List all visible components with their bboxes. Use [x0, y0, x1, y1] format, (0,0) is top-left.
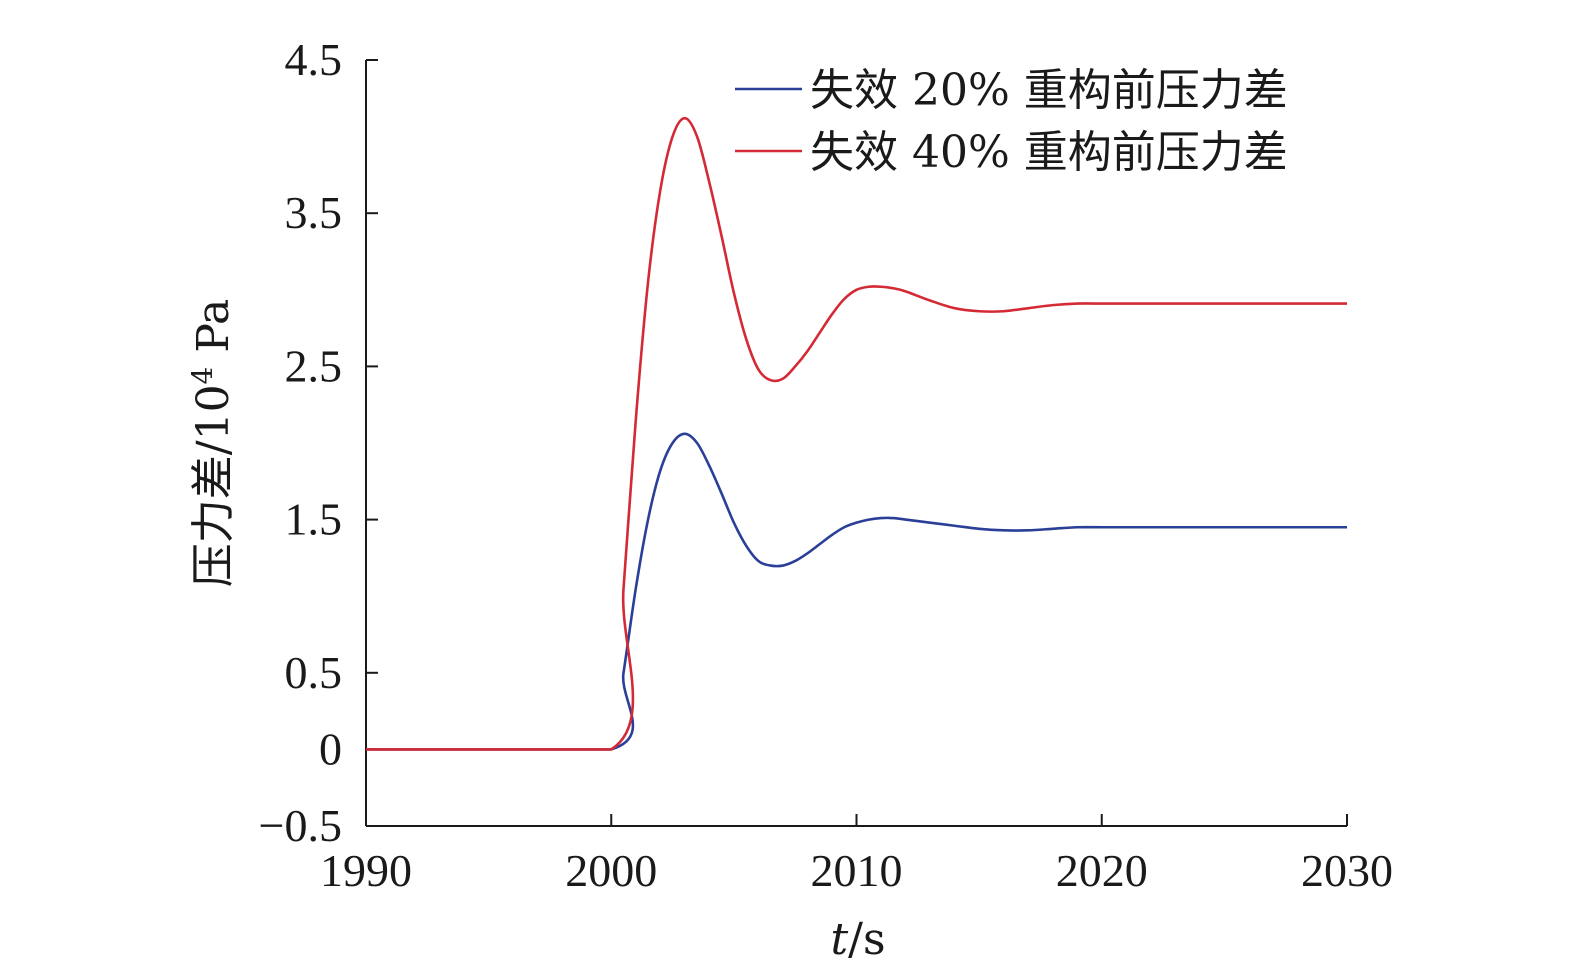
- y-tick-label: 0: [319, 723, 342, 774]
- x-tick-label: 2020: [1056, 845, 1148, 896]
- x-tick-label: 1990: [320, 845, 412, 896]
- y-axis-label-main: 压力差/10: [188, 384, 239, 587]
- y-axis-label: 压力差/104 Pa: [186, 299, 239, 588]
- series-line-1: [366, 432, 1347, 751]
- x-axis-label-unit: /s: [848, 914, 885, 965]
- y-tick-label: 3.5: [285, 187, 343, 238]
- y-ticks: −0.5 0 0.5 1.5 2.5 3.5 4.5: [259, 34, 378, 851]
- legend-label-2: 失效 40% 重构前压力差: [810, 127, 1288, 178]
- x-tick-label: 2010: [811, 845, 903, 896]
- series-line-2: [366, 116, 1347, 751]
- x-axis-label: t/s: [830, 914, 885, 965]
- y-tick-label: −0.5: [259, 800, 342, 851]
- x-tick-label: 2030: [1301, 845, 1393, 896]
- y-tick-label: 2.5: [285, 340, 343, 391]
- series-layer: [366, 116, 1347, 751]
- legend-label-1: 失效 20% 重构前压力差: [810, 65, 1288, 116]
- x-ticks: 1990 2000 2010 2020 2030: [320, 814, 1393, 896]
- y-tick-label: 4.5: [285, 34, 343, 85]
- x-axis-label-var: t: [830, 914, 848, 965]
- x-tick-label: 2000: [565, 845, 657, 896]
- y-axis-label-unit: Pa: [188, 299, 239, 367]
- y-tick-label: 0.5: [285, 647, 343, 698]
- y-axis-label-exponent: 4: [186, 367, 219, 385]
- y-tick-label: 1.5: [285, 494, 343, 545]
